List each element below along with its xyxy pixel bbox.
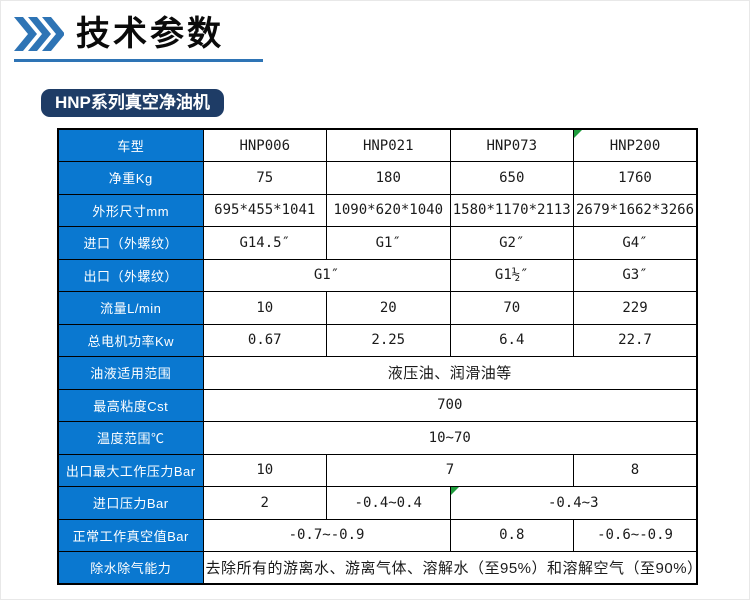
row-label: 流量L/min [57, 291, 204, 325]
spec-cell: -0.6~-0.9 [573, 518, 698, 552]
green-corner-flag-icon [574, 130, 582, 138]
series-badge: HNP系列真空净油机 [41, 89, 224, 117]
row-label: 外形尺寸mm [57, 193, 204, 227]
row-label: 总电机功率Kw [57, 323, 204, 357]
section-title: 技术参数 [76, 15, 224, 53]
spec-cell: 1760 [573, 161, 698, 195]
row-label: 除水除气能力 [57, 551, 204, 585]
spec-cell: 10~70 [202, 421, 698, 455]
spec-cell: HNP006 [202, 128, 327, 162]
spec-cell: G3″ [573, 258, 698, 292]
spec-table: 车型 HNP006 HNP021 HNP073 HNP200 净重Kg 75 180 650 17… [57, 128, 698, 585]
row-label: 进口压力Bar [57, 486, 204, 520]
table-row: 流量L/min 10 20 70 229 [57, 291, 698, 325]
spec-cell: 22.7 [573, 323, 698, 357]
spec-cell: 0.8 [449, 518, 574, 552]
spec-cell: -0.4~0.4 [326, 486, 451, 520]
row-label: 净重Kg [57, 161, 204, 195]
table-row: 净重Kg 75 180 650 1760 [57, 161, 698, 195]
table-row: 出口最大工作压力Bar 10 7 8 [57, 453, 698, 487]
row-label: 正常工作真空值Bar [57, 518, 204, 552]
spec-cell: 1090*620*1040 [326, 193, 451, 227]
table-row: 油液适用范围 液压油、润滑油等 [57, 356, 698, 390]
row-label: 温度范围℃ [57, 421, 204, 455]
spec-cell: G4″ [573, 226, 698, 260]
spec-cell: 2 [202, 486, 327, 520]
table-row: 外形尺寸mm 695*455*1041 1090*620*1040 1580*1170… [57, 193, 698, 227]
spec-cell: 7 [326, 453, 574, 487]
spec-cell: HNP200 [573, 128, 698, 162]
spec-cell: G1″ [202, 258, 451, 292]
spec-cell: -0.7~-0.9 [202, 518, 451, 552]
table-row: 温度范围℃ 10~70 [57, 421, 698, 455]
spec-cell: 650 [449, 161, 574, 195]
spec-cell: 2.25 [326, 323, 451, 357]
green-corner-flag-icon [451, 487, 459, 495]
row-label: 油液适用范围 [57, 356, 204, 390]
spec-cell: 10 [202, 453, 327, 487]
row-label: 出口（外螺纹） [57, 258, 204, 292]
spec-cell: 700 [202, 388, 698, 422]
row-label: 进口（外螺纹） [57, 226, 204, 260]
spec-cell: 去除所有的游离水、游离气体、溶解水（至95%）和溶解空气（至90%） [202, 551, 698, 585]
spec-cell: 8 [573, 453, 698, 487]
spec-cell: 180 [326, 161, 451, 195]
spec-cell: G1″ [326, 226, 451, 260]
spec-cell: 1580*1170*2113 [449, 193, 574, 227]
spec-cell: 0.67 [202, 323, 327, 357]
triple-chevron-right-icon [14, 17, 64, 51]
table-row: 最高粘度Cst 700 [57, 388, 698, 422]
spec-cell: 6.4 [449, 323, 574, 357]
table-row: 进口（外螺纹） G14.5″ G1″ G2″ G4″ [57, 226, 698, 260]
spec-cell: 695*455*1041 [202, 193, 327, 227]
table-row: 除水除气能力 去除所有的游离水、游离气体、溶解水（至95%）和溶解空气（至90%） [57, 551, 698, 585]
table-row: 车型 HNP006 HNP021 HNP073 HNP200 [57, 128, 698, 162]
table-row: 进口压力Bar 2 -0.4~0.4 -0.4~3 [57, 486, 698, 520]
spec-cell: G14.5″ [202, 226, 327, 260]
spec-cell: 70 [449, 291, 574, 325]
row-label: 出口最大工作压力Bar [57, 453, 204, 487]
row-label: 车型 [57, 128, 204, 162]
row-label: 最高粘度Cst [57, 388, 204, 422]
table-row: 出口（外螺纹） G1″ G1½″ G3″ [57, 258, 698, 292]
spec-cell: 75 [202, 161, 327, 195]
spec-cell: 229 [573, 291, 698, 325]
spec-cell: 10 [202, 291, 327, 325]
spec-cell: 液压油、润滑油等 [202, 356, 698, 390]
spec-cell: G1½″ [449, 258, 574, 292]
spec-cell: -0.4~3 [449, 486, 698, 520]
spec-cell: 2679*1662*3266 [573, 193, 698, 227]
section-title-underline [14, 59, 263, 62]
spec-cell: HNP073 [449, 128, 574, 162]
spec-cell: G2″ [449, 226, 574, 260]
spec-cell: 20 [326, 291, 451, 325]
spec-cell: HNP021 [326, 128, 451, 162]
table-row: 总电机功率Kw 0.67 2.25 6.4 22.7 [57, 323, 698, 357]
section-header: 技术参数 [14, 17, 224, 51]
table-row: 正常工作真空值Bar -0.7~-0.9 0.8 -0.6~-0.9 [57, 518, 698, 552]
